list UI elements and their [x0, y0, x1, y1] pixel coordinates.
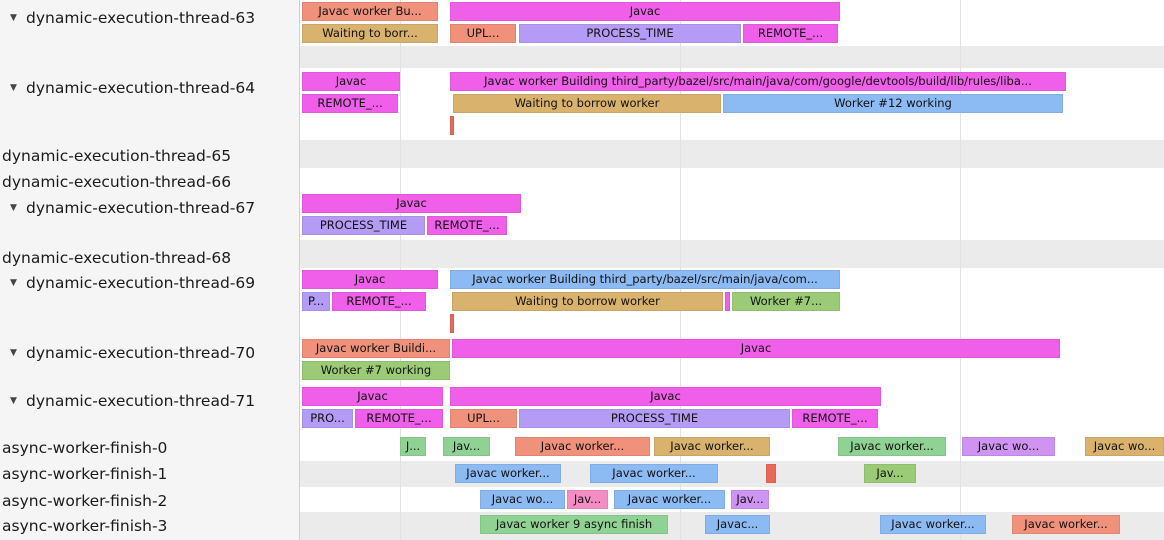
thread-row-header[interactable]: ▼ dynamic-execution-thread-71: [8, 391, 255, 410]
thread-label: async-worker-finish-2: [2, 491, 168, 510]
trace-slice[interactable]: REMOTE_...: [355, 409, 443, 428]
trace-slice[interactable]: Javac: [450, 387, 881, 406]
trace-slice[interactable]: REMOTE_...: [302, 94, 398, 113]
thread-label: dynamic-execution-thread-63: [26, 8, 256, 27]
thread-label: dynamic-execution-thread-70: [26, 343, 256, 362]
thread-row-header[interactable]: dynamic-execution-thread-65: [2, 146, 231, 165]
thread-row-header[interactable]: ▼ dynamic-execution-thread-69: [8, 273, 255, 292]
row-stripe: [300, 461, 1164, 487]
trace-slice[interactable]: Javac wo...: [962, 437, 1055, 456]
trace-slice[interactable]: Jav...: [443, 437, 490, 456]
trace-tick[interactable]: [725, 292, 730, 311]
thread-row-header[interactable]: dynamic-execution-thread-66: [2, 172, 231, 191]
trace-slice[interactable]: Javac worker Building third_party/bazel/…: [450, 270, 840, 289]
collapse-triangle-icon[interactable]: ▼: [10, 347, 17, 358]
trace-slice[interactable]: Javac worker...: [614, 490, 725, 509]
trace-slice[interactable]: Javac worker...: [880, 515, 986, 534]
thread-row-header[interactable]: async-worker-finish-1: [2, 464, 167, 483]
trace-slice[interactable]: Javac wo...: [1085, 437, 1164, 456]
collapse-triangle-icon[interactable]: ▼: [10, 395, 17, 406]
thread-label: dynamic-execution-thread-65: [2, 146, 232, 165]
thread-label: dynamic-execution-thread-64: [26, 78, 256, 97]
thread-label: dynamic-execution-thread-71: [26, 391, 256, 410]
trace-slice[interactable]: Javac worker...: [515, 437, 650, 456]
trace-slice[interactable]: Javac: [302, 387, 443, 406]
trace-slice[interactable]: PROCESS_TIME: [519, 409, 790, 428]
trace-slice[interactable]: Javac wo...: [480, 490, 565, 509]
trace-slice[interactable]: Javac worker Bu...: [302, 2, 438, 21]
thread-row-header[interactable]: async-worker-finish-2: [2, 491, 167, 510]
trace-slice[interactable]: PROCESS_TIME: [302, 216, 425, 235]
trace-slice[interactable]: Javac: [302, 270, 438, 289]
thread-label: async-worker-finish-1: [2, 464, 168, 483]
trace-slice[interactable]: Waiting to borrow worker: [453, 94, 721, 113]
trace-slice[interactable]: Waiting to borr...: [302, 24, 438, 43]
row-stripe: [300, 46, 1164, 68]
trace-slice[interactable]: Worker #12 working: [723, 94, 1063, 113]
collapse-triangle-icon[interactable]: ▼: [10, 12, 17, 23]
trace-slice[interactable]: PRO...: [302, 409, 353, 428]
trace-slice[interactable]: Waiting to borrow worker: [452, 292, 723, 311]
trace-slice[interactable]: Jav...: [567, 490, 608, 509]
row-stripe: [300, 240, 1164, 268]
trace-slice[interactable]: Javac: [302, 194, 521, 213]
trace-slice[interactable]: Javac: [450, 2, 840, 21]
thread-label: dynamic-execution-thread-68: [2, 248, 232, 267]
thread-row-header[interactable]: dynamic-execution-thread-68: [2, 248, 231, 267]
collapse-triangle-icon[interactable]: ▼: [10, 202, 17, 213]
trace-slice[interactable]: Jav...: [864, 464, 916, 483]
thread-row-header[interactable]: async-worker-finish-3: [2, 516, 167, 535]
trace-slice[interactable]: PROCESS_TIME: [519, 24, 741, 43]
thread-sidebar: ▼ dynamic-execution-thread-63 ▼ dynamic-exe…: [0, 0, 300, 540]
thread-row-header[interactable]: async-worker-finish-0: [2, 438, 167, 457]
trace-slice[interactable]: Javac worker...: [838, 437, 946, 456]
trace-slice[interactable]: Javac worker...: [455, 464, 561, 483]
trace-slice[interactable]: Javac...: [705, 515, 770, 534]
trace-tick[interactable]: [450, 116, 454, 135]
trace-slice[interactable]: Javac worker Buildi...: [302, 339, 450, 358]
trace-slice[interactable]: Javac: [452, 339, 1060, 358]
trace-tick[interactable]: [766, 464, 776, 483]
time-gridline: [960, 0, 961, 540]
trace-slice[interactable]: Javac worker...: [1012, 515, 1120, 534]
thread-label: dynamic-execution-thread-69: [26, 273, 256, 292]
thread-row-header[interactable]: ▼ dynamic-execution-thread-70: [8, 343, 255, 362]
trace-slice[interactable]: REMOTE_...: [792, 409, 878, 428]
row-stripe: [300, 140, 1164, 168]
thread-label: async-worker-finish-0: [2, 438, 168, 457]
thread-label: async-worker-finish-3: [2, 516, 168, 535]
trace-slice[interactable]: REMOTE_...: [427, 216, 507, 235]
trace-slice[interactable]: Javac worker...: [654, 437, 770, 456]
trace-slice[interactable]: Javac worker Building third_party/bazel/…: [450, 72, 1066, 91]
trace-slice[interactable]: Worker #7...: [732, 292, 840, 311]
trace-slice[interactable]: J...: [400, 437, 426, 456]
trace-slice[interactable]: Worker #7 working: [302, 361, 450, 380]
trace-tick[interactable]: [450, 314, 454, 333]
thread-label: dynamic-execution-thread-66: [2, 172, 232, 191]
thread-row-header[interactable]: ▼ dynamic-execution-thread-67: [8, 198, 255, 217]
trace-slice[interactable]: Jav...: [731, 490, 769, 509]
thread-label: dynamic-execution-thread-67: [26, 198, 256, 217]
trace-slice[interactable]: Javac: [302, 72, 400, 91]
collapse-triangle-icon[interactable]: ▼: [10, 277, 17, 288]
trace-slice[interactable]: Javac worker 9 async finish: [480, 515, 668, 534]
thread-row-header[interactable]: ▼ dynamic-execution-thread-64: [8, 78, 255, 97]
trace-slice[interactable]: UPL...: [450, 409, 517, 428]
trace-slice[interactable]: UPL...: [450, 24, 516, 43]
trace-slice[interactable]: REMOTE_...: [743, 24, 838, 43]
trace-slice[interactable]: REMOTE_...: [332, 292, 426, 311]
thread-row-header[interactable]: ▼ dynamic-execution-thread-63: [8, 8, 255, 27]
trace-slice[interactable]: Javac worker...: [590, 464, 718, 483]
collapse-triangle-icon[interactable]: ▼: [10, 82, 17, 93]
trace-slice[interactable]: P...: [302, 292, 330, 311]
